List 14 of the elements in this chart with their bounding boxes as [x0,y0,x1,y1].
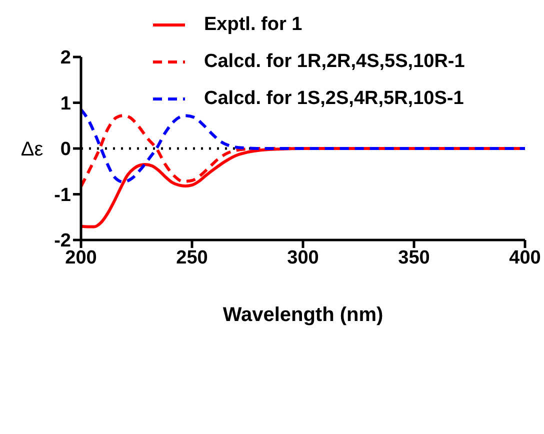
y-tick-label: 1 [60,93,72,114]
legend-label: Calcd. for 1R,2R,4S,5S,10R-1 [204,50,465,72]
x-tick-label: 350 [398,247,430,268]
x-tick-label: 250 [176,247,208,268]
x-tick-label: 400 [509,247,541,268]
legend-label: Calcd. for 1S,2S,4R,5R,10S-1 [204,88,464,110]
y-axis-title: Δε [20,138,44,160]
x-axis-title: Wavelength (nm) [222,304,384,326]
y-tick-label: -1 [54,184,72,206]
x-tick-label: 300 [287,247,319,268]
y-tick-label: 0 [60,139,71,160]
legend-label: Exptl. for 1 [204,14,302,36]
x-tick-label: 200 [65,247,97,268]
y-tick-label: 2 [60,48,71,69]
